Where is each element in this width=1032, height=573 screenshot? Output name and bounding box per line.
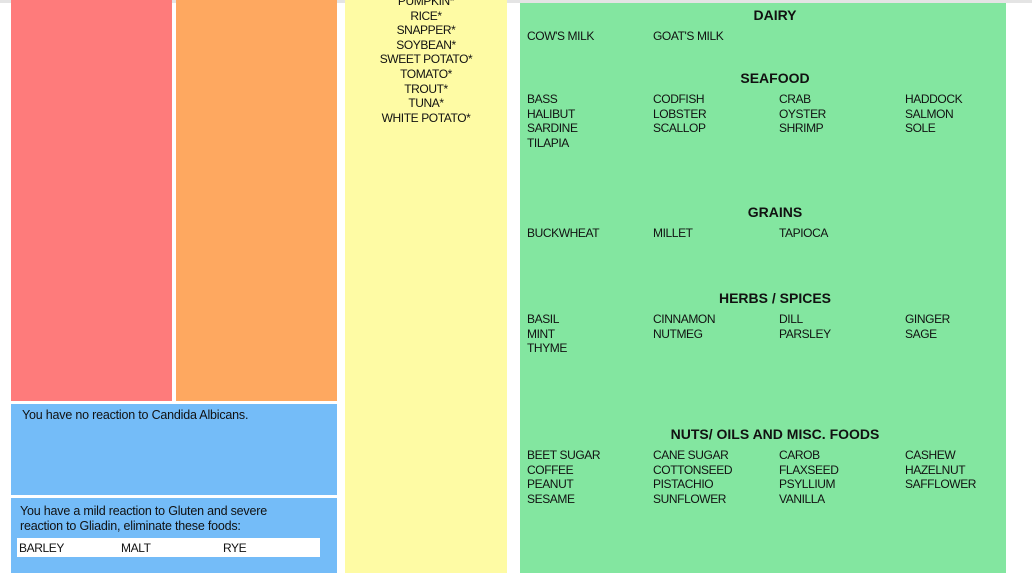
yellow-column: PUMPKIN* RICE* SNAPPER* SOYBEAN* SWEET POTAT… [345, 0, 507, 573]
red-column [11, 0, 172, 401]
food-item: SALMON [905, 106, 954, 121]
food-item: PEANUT [527, 477, 574, 492]
food-item: FLAXSEED [779, 462, 839, 477]
food-item: VANILLA [779, 492, 825, 507]
food-item: DILL [779, 312, 803, 326]
gluten-box: You have a mild reaction to Gluten and s… [11, 498, 337, 573]
food-item: SAGE [905, 326, 937, 341]
food-item: MILLET [653, 226, 693, 240]
candida-box: You have no reaction to Candida Albicans… [11, 404, 337, 495]
food-item: HALIBUT [527, 106, 575, 121]
gluten-item: RYE [223, 541, 247, 555]
section-heading: SEAFOOD [740, 70, 810, 86]
food-item: SHRIMP [779, 121, 824, 136]
food-item: GINGER [905, 312, 950, 326]
food-item: TUNA* [408, 96, 444, 111]
section-heading: GRAINS [747, 204, 803, 220]
food-item: SESAME [527, 492, 575, 507]
food-item: CANE SUGAR [653, 448, 729, 462]
food-item: MINT [527, 326, 555, 341]
food-item: TROUT* [404, 81, 448, 96]
food-item: SOYBEAN* [396, 37, 456, 52]
food-item: BEET SUGAR [527, 448, 601, 462]
food-item: PARSLEY [779, 326, 831, 341]
food-item: PISTACHIO [653, 477, 714, 492]
food-item: PUMPKIN* [397, 0, 455, 8]
food-item: CRAB [779, 92, 811, 106]
food-item: RICE* [410, 8, 442, 23]
gluten-items: BARLEY MALT RYE [17, 538, 320, 557]
food-item: CAROB [779, 448, 820, 462]
section-heading: HERBS / SPICES [718, 290, 832, 306]
food-item: SNAPPER* [396, 23, 456, 38]
gluten-item: BARLEY [19, 541, 64, 555]
top-rule [0, 0, 1032, 3]
food-item: GOAT'S MILK [653, 29, 724, 43]
food-item: PSYLLIUM [779, 477, 836, 492]
food-item: CASHEW [905, 448, 956, 462]
gluten-item: MALT [121, 541, 151, 555]
food-item: SCALLOP [653, 121, 706, 136]
food-item: TOMATO* [400, 67, 452, 81]
food-item: HAZELNUT [905, 462, 966, 477]
green-column: DAIRY COW'S MILK GOAT'S MILK SEAFOOD BASS COD… [520, 3, 1006, 573]
gluten-text: You have a mild reaction to Gluten and s… [20, 504, 267, 533]
food-item: SUNFLOWER [653, 492, 727, 507]
food-item: COTTONSEED [653, 462, 733, 477]
food-item: TAPIOCA [779, 226, 828, 240]
food-item: THYME [527, 341, 568, 356]
food-item: BASIL [527, 312, 560, 326]
food-item: SAFFLOWER [905, 477, 977, 492]
food-item: SARDINE [527, 121, 578, 136]
food-item: WHITE POTATO* [381, 110, 471, 125]
section-heading: NUTS/ OILS AND MISC. FOODS [670, 426, 880, 442]
food-item: BUCKWHEAT [527, 226, 600, 240]
food-item: SWEET POTATO* [379, 52, 473, 67]
orange-column [176, 0, 337, 401]
food-item: NUTMEG [653, 326, 703, 341]
food-item: CINNAMON [653, 312, 716, 326]
food-item: TILAPIA [527, 136, 569, 151]
food-item: COW'S MILK [527, 29, 594, 43]
food-item: LOBSTER [653, 106, 707, 121]
food-item: CODFISH [653, 92, 705, 106]
section-heading: DAIRY [753, 7, 797, 23]
food-item: HADDOCK [905, 92, 963, 106]
food-item: BASS [527, 92, 558, 106]
food-item: OYSTER [779, 106, 826, 121]
candida-text: You have no reaction to Candida Albicans… [22, 408, 249, 422]
food-item: SOLE [905, 121, 936, 136]
food-item: COFFEE [527, 462, 574, 477]
